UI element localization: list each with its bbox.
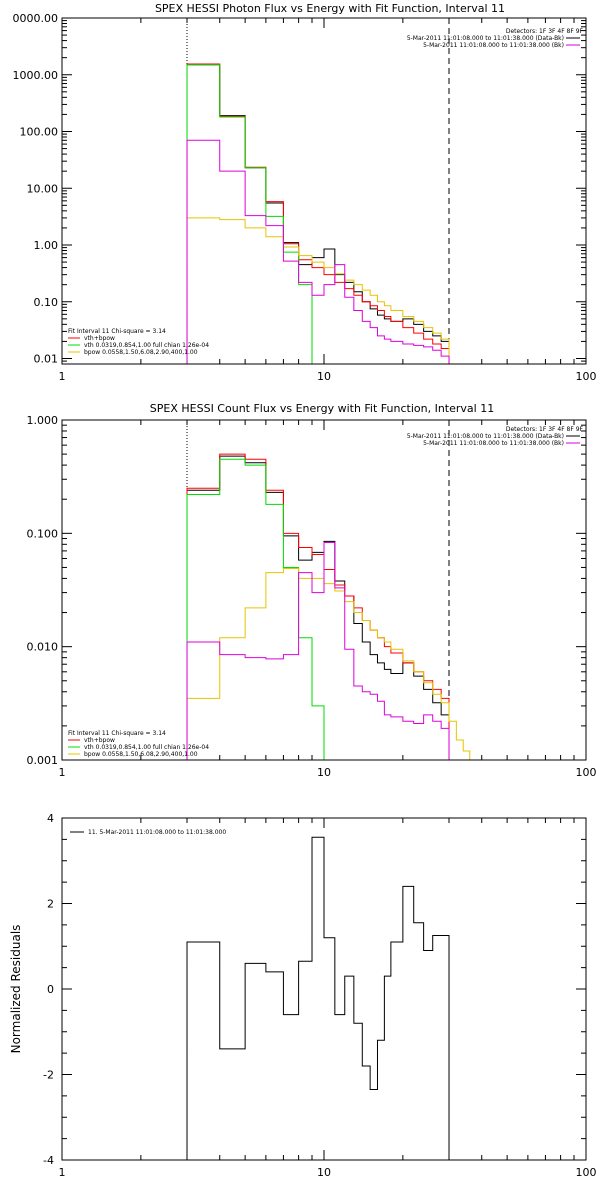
y-tick-label: -4	[43, 1154, 54, 1167]
y-tick-label: 10.00	[27, 182, 59, 195]
frame-overlay	[61, 419, 587, 761]
photon-flux-plot-frame	[61, 17, 587, 365]
series-bpow-0-0558-1-50-6-08-2-90-400-1-00	[186, 217, 450, 364]
count-fit-legend: Fit Interval 11 Chi-square = 3.14 vth+bp…	[68, 730, 209, 758]
y-tick-label: 2	[47, 898, 54, 911]
photon-fit-bpow-label: bpow 0.0558,1.50,6.08,2.90,400,1.00	[84, 349, 198, 356]
photon-fit-total-label: vth+bpow	[84, 335, 115, 342]
series-5-mar-2011-11-01-08-000-to-11-01-38-000-	[186, 139, 450, 364]
y-tick-label: 0.010	[27, 641, 59, 654]
count-fit-total-label: vth+bpow	[84, 737, 115, 744]
residuals-panel: Normalized Residuals 1 10 100 -4 -2 0 2 4 11. 5…	[9, 812, 597, 1179]
x-tick-label: 1	[59, 1166, 66, 1179]
y-tick-label: 4	[47, 812, 54, 825]
y-tick-label: 0000.00	[13, 12, 59, 25]
y-tick-label: 1.000	[27, 414, 59, 427]
x-tick-label: 10	[317, 370, 331, 383]
count-flux-panel: SPEX HESSI Count Flux vs Energy with Fit…	[27, 402, 597, 779]
y-tick-label: 0.10	[34, 296, 59, 309]
x-tick-label: 100	[576, 370, 597, 383]
x-tick-label: 10	[317, 1166, 331, 1179]
y-tick-label: -2	[43, 1069, 54, 1082]
series-11-5-mar-2011-11-01-08-000-to-11-01-38-0	[186, 836, 450, 1160]
x-tick-label: 1	[59, 766, 66, 779]
photon-flux-panel: SPEX HESSI Photon Flux vs Energy with Fi…	[13, 2, 597, 383]
photon-legend-detectors: Detectors: 1F 3F 4F 8F 9F	[506, 28, 584, 35]
x-tick-label: 100	[576, 766, 597, 779]
photon-legend-data: 5-Mar-2011 11:01:08.000 to 11:01:38.000 …	[407, 35, 564, 42]
count-legend-data: 5-Mar-2011 11:01:08.000 to 11:01:38.000 …	[407, 433, 564, 440]
count-flux-title: SPEX HESSI Count Flux vs Energy with Fit…	[150, 402, 494, 415]
count-legend-detectors: Detectors: 1F 3F 4F 8F 9F	[506, 426, 584, 433]
residuals-legend-label: 11. 5-Mar-2011 11:01:08.000 to 11:01:38.…	[88, 829, 226, 836]
y-tick-label: 0.01	[34, 353, 59, 366]
photon-flux-title: SPEX HESSI Photon Flux vs Energy with Fi…	[155, 2, 505, 15]
y-tick-label: 100.00	[20, 126, 59, 139]
frame-overlay	[61, 817, 587, 1161]
series-bpow-0-0558-1-50-6-08-2-90-400-1-00	[186, 567, 476, 761]
y-tick-label: 1.00	[34, 239, 59, 252]
x-tick-label: 10	[317, 766, 331, 779]
y-tick-label: 0	[47, 983, 54, 996]
residuals-y-axis-label: Normalized Residuals	[9, 925, 23, 1054]
series-vth-bpow	[186, 63, 450, 364]
photon-legend-bk: 5-Mar-2011 11:01:08.000 to 11:01:38.000 …	[423, 42, 564, 49]
series-5-mar-2011-11-01-08-000-to-11-01-38-000-	[186, 64, 450, 364]
photon-fit-header: Fit Interval 11 Chi-square = 3.14	[68, 328, 166, 335]
y-tick-label: 0.100	[27, 527, 59, 540]
photon-flux-legend: Detectors: 1F 3F 4F 8F 9F 5-Mar-2011 11:…	[407, 28, 584, 49]
series-vth-bpow	[186, 453, 450, 760]
series-5-mar-2011-11-01-08-000-to-11-01-38-000-	[186, 455, 450, 760]
x-tick-label: 1	[59, 370, 66, 383]
y-tick-label: 0.001	[27, 754, 59, 767]
count-legend-bk: 5-Mar-2011 11:01:08.000 to 11:01:38.000 …	[423, 440, 564, 447]
photon-fit-legend: Fit Interval 11 Chi-square = 3.14 vth+bp…	[68, 328, 209, 356]
count-fit-vth-label: vth 0.0319,0.854,1.00 full chian 1.26e-0…	[84, 744, 209, 751]
count-flux-legend: Detectors: 1F 3F 4F 8F 9F 5-Mar-2011 11:…	[407, 426, 584, 447]
photon-fit-vth-label: vth 0.0319,0.854,1.00 full chian 1.26e-0…	[84, 342, 209, 349]
count-fit-header: Fit Interval 11 Chi-square = 3.14	[68, 730, 166, 737]
series-vth-0-0319-0-854-1-00-full-chian-1-26e-0	[186, 458, 335, 761]
frame-overlay	[61, 17, 587, 365]
y-tick-label: 1000.00	[13, 69, 59, 82]
series-5-mar-2011-11-01-08-000-to-11-01-38-000-	[186, 542, 450, 760]
series-vth-0-0319-0-854-1-00-full-chian-1-26e-0	[186, 64, 324, 365]
x-tick-label: 100	[576, 1166, 597, 1179]
count-fit-bpow-label: bpow 0.0558,1.50,6.08,2.90,400,1.00	[84, 751, 198, 758]
